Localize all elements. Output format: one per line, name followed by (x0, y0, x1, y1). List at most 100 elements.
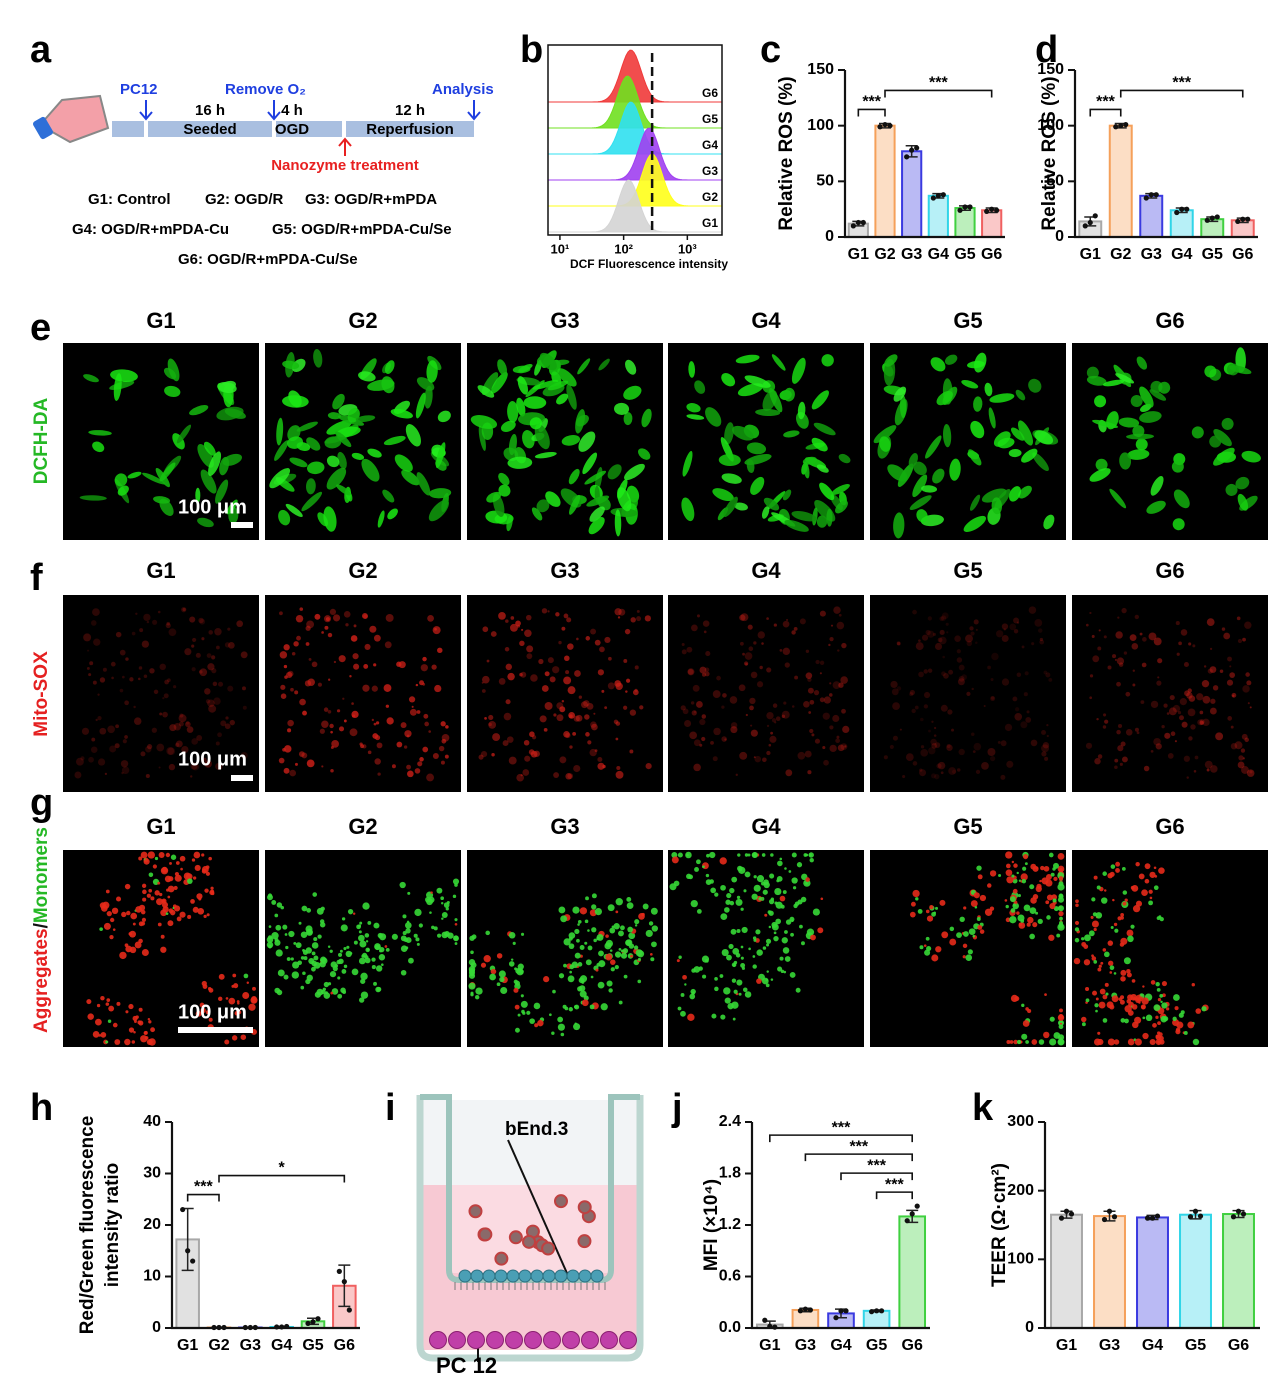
panel-label: c (760, 29, 781, 71)
signal (838, 682, 844, 688)
signal (805, 672, 813, 679)
significance-bracket (769, 1134, 913, 1143)
signal (956, 932, 962, 939)
signal (897, 642, 901, 646)
signal (294, 690, 299, 695)
nanozyme-cell (541, 1241, 556, 1256)
y-tick-label: 0 (1055, 228, 1064, 245)
signal (1053, 876, 1058, 881)
signal (688, 874, 694, 880)
x-tick-label: G2 (1110, 246, 1131, 263)
signal (229, 719, 235, 726)
column-header: G2 (348, 814, 377, 839)
signal (918, 671, 924, 678)
signal (577, 923, 580, 926)
signal (148, 1020, 152, 1024)
cell (523, 396, 547, 409)
data-point (914, 145, 920, 151)
micrograph (1072, 850, 1268, 1047)
cell (361, 458, 380, 482)
signal (301, 905, 308, 912)
signal (140, 851, 148, 859)
signal (1045, 672, 1051, 678)
series-label: G2 (702, 190, 718, 204)
signal (375, 721, 380, 725)
signal (732, 1017, 736, 1021)
cell (1130, 394, 1143, 407)
signal (762, 889, 768, 895)
series-label: G1 (702, 216, 718, 230)
signal (819, 660, 825, 665)
signal (823, 759, 829, 766)
cell (110, 369, 138, 382)
data-point (935, 193, 941, 199)
signal (749, 705, 754, 711)
cell (289, 457, 308, 468)
cell (682, 450, 693, 477)
cell (337, 451, 347, 470)
signal (566, 617, 572, 623)
signal (468, 982, 476, 990)
signal (482, 626, 489, 633)
signal (920, 745, 925, 749)
signal (701, 955, 710, 963)
cell (159, 462, 176, 482)
signal (300, 956, 305, 960)
signal (941, 931, 949, 939)
signal (192, 906, 199, 913)
bar (1050, 1213, 1083, 1329)
signal (976, 865, 982, 871)
signal (748, 646, 754, 651)
signal (740, 613, 749, 622)
signal (320, 959, 323, 962)
signal (687, 1013, 695, 1022)
signal (168, 876, 174, 882)
significance-bracket (857, 108, 886, 117)
signal (1038, 1039, 1045, 1045)
cell (1021, 448, 1038, 463)
signal (119, 688, 124, 693)
signal (91, 737, 96, 742)
data-point (1240, 216, 1246, 222)
signal (716, 675, 721, 681)
signal (608, 988, 613, 993)
signal (1240, 748, 1246, 753)
signal (178, 714, 187, 723)
signal (1167, 753, 1174, 759)
signal (1145, 1014, 1153, 1022)
pc12-cell (505, 1331, 523, 1349)
signal (308, 657, 312, 661)
signal (673, 880, 680, 887)
signal (1099, 988, 1106, 995)
signal (173, 905, 181, 912)
cell (377, 510, 385, 528)
signal (544, 671, 550, 677)
signal (240, 651, 248, 659)
data-point (940, 192, 946, 198)
signal (1142, 637, 1147, 642)
signal (705, 651, 711, 657)
data-point (1092, 213, 1098, 219)
signal (741, 966, 745, 970)
signal (179, 713, 184, 718)
signal (211, 668, 217, 674)
signal (1158, 867, 1165, 874)
signal (133, 1031, 136, 1034)
signal (747, 853, 751, 857)
signal (240, 752, 248, 760)
cell (705, 407, 722, 427)
y-tick-label: 0 (825, 228, 834, 245)
signal (572, 906, 580, 914)
signal (125, 657, 129, 661)
data-point (904, 1218, 910, 1224)
data-point (1209, 215, 1215, 221)
signal (346, 945, 350, 949)
signal (783, 701, 787, 705)
signal (220, 720, 227, 727)
signal (1201, 679, 1210, 688)
signal (547, 657, 554, 664)
signal (615, 737, 619, 741)
signal (342, 697, 345, 700)
cell (176, 424, 192, 444)
signal (807, 687, 814, 694)
